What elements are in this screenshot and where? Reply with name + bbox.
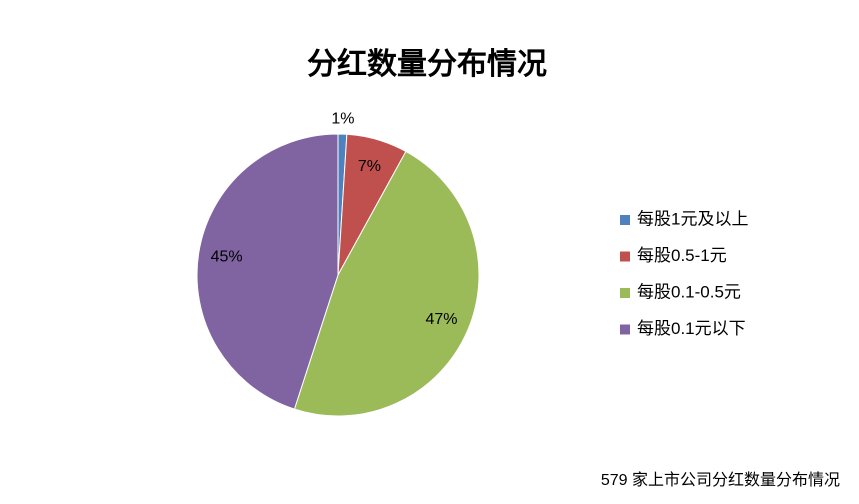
- legend-swatch: [620, 251, 630, 262]
- data-label: 47%: [426, 311, 458, 328]
- legend-swatch: [620, 288, 630, 298]
- data-label: 7%: [358, 158, 381, 175]
- legend-label: 每股0.5-1元: [637, 246, 727, 265]
- legend-swatch: [620, 215, 630, 225]
- data-label: 45%: [211, 249, 243, 266]
- caption: 579 家上市公司分红数量分布情况: [601, 471, 840, 489]
- legend-swatch: [620, 324, 630, 335]
- legend-label: 每股1元及以上: [637, 209, 748, 228]
- legend-label: 每股0.1-0.5元: [637, 282, 741, 301]
- pie-slice: [196, 133, 339, 410]
- legend-label: 每股0.1元以下: [637, 319, 746, 338]
- chart-title: 分红数量分布情况: [307, 48, 547, 81]
- pie-slice: [293, 150, 480, 417]
- data-label: 1%: [331, 110, 354, 127]
